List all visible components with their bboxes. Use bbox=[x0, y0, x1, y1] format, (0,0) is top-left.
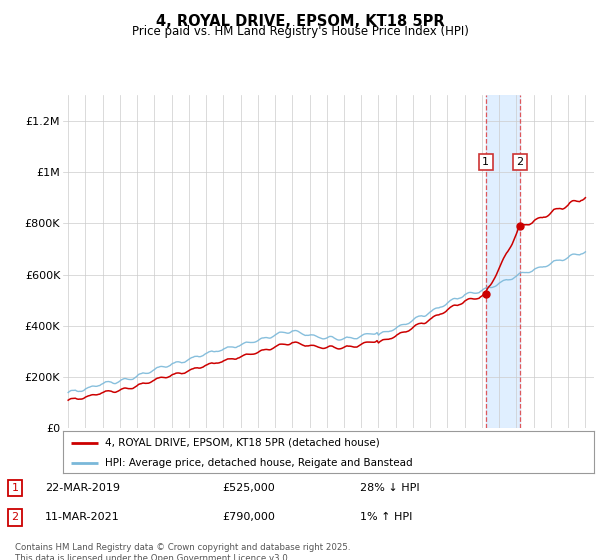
Text: 22-MAR-2019: 22-MAR-2019 bbox=[45, 483, 120, 493]
Text: 11-MAR-2021: 11-MAR-2021 bbox=[45, 512, 120, 522]
Text: 2: 2 bbox=[516, 157, 523, 167]
Text: 4, ROYAL DRIVE, EPSOM, KT18 5PR (detached house): 4, ROYAL DRIVE, EPSOM, KT18 5PR (detache… bbox=[106, 438, 380, 448]
Text: 4, ROYAL DRIVE, EPSOM, KT18 5PR: 4, ROYAL DRIVE, EPSOM, KT18 5PR bbox=[155, 14, 445, 29]
Bar bbox=[486, 95, 520, 428]
Text: 1% ↑ HPI: 1% ↑ HPI bbox=[360, 512, 412, 522]
Text: 2: 2 bbox=[11, 512, 19, 522]
Text: HPI: Average price, detached house, Reigate and Banstead: HPI: Average price, detached house, Reig… bbox=[106, 458, 413, 468]
Text: 1: 1 bbox=[11, 483, 19, 493]
Text: Contains HM Land Registry data © Crown copyright and database right 2025.
This d: Contains HM Land Registry data © Crown c… bbox=[15, 543, 350, 560]
Text: 28% ↓ HPI: 28% ↓ HPI bbox=[360, 483, 419, 493]
Text: Price paid vs. HM Land Registry's House Price Index (HPI): Price paid vs. HM Land Registry's House … bbox=[131, 25, 469, 38]
Text: £790,000: £790,000 bbox=[222, 512, 275, 522]
Text: £525,000: £525,000 bbox=[222, 483, 275, 493]
Text: 1: 1 bbox=[482, 157, 489, 167]
